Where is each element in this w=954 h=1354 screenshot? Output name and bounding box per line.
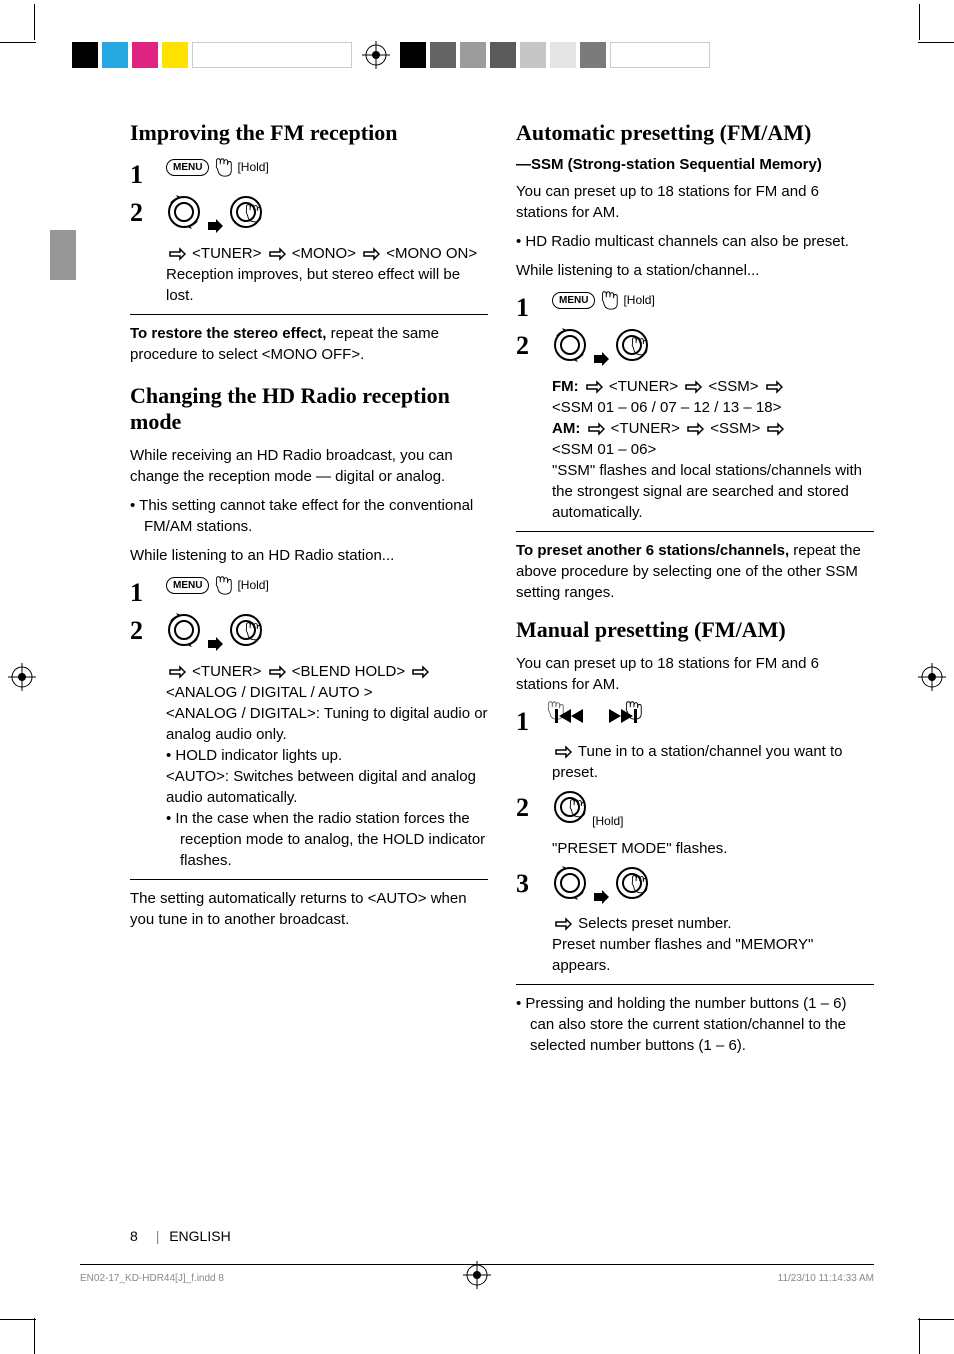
heading-hd-radio: Changing the HD Radio reception mode [130, 383, 488, 436]
fm-step-2-sequence: <TUNER> <MONO> <MONO ON> Reception impro… [166, 243, 488, 306]
hd-step-2: 2 [130, 612, 488, 654]
manual-step-2-text: "PRESET MODE" flashes. [552, 838, 874, 859]
arrow-icon [411, 665, 429, 679]
menu-hold-icon: MENU [Hold] [552, 289, 655, 311]
reg-mark-left [8, 663, 36, 691]
hd-intro: While receiving an HD Radio broadcast, y… [130, 445, 488, 487]
preset-more-note: To preset another 6 stations/channels, r… [516, 540, 874, 603]
knob-turn-press-icon [166, 635, 264, 652]
hd-note-list: This setting cannot take effect for the … [130, 495, 488, 537]
imprint-line: EN02-17_KD-HDR44[J]_f.indd 8 11/23/10 11… [80, 1264, 874, 1284]
manual-step-2: 2 [Hold] [516, 789, 874, 831]
reg-mark-right [918, 663, 946, 691]
arrow-icon [587, 422, 605, 436]
auto-step-2: 2 [516, 327, 874, 369]
arrow-icon [554, 917, 572, 931]
hd-footer-note: The setting automatically returns to <AU… [130, 888, 488, 930]
press-hand-icon [622, 699, 644, 721]
color-bar-left [72, 42, 352, 68]
fm-step-1: 1 MENU [Hold] [130, 156, 488, 188]
restore-stereo-note: To restore the stereo effect, repeat the… [130, 323, 488, 365]
arrow-icon [554, 745, 572, 759]
page-footer: 8 | ENGLISH [130, 1228, 231, 1244]
knob-turn-press-icon [166, 217, 264, 234]
knob-hold-icon: [Hold] [552, 812, 624, 829]
press-hand-icon [598, 289, 620, 311]
heading-auto-preset: Automatic presetting (FM/AM) [516, 120, 874, 146]
arrow-icon [268, 665, 286, 679]
auto-note: HD Radio multicast channels can also be … [530, 231, 874, 252]
heading-manual-preset: Manual presetting (FM/AM) [516, 617, 874, 643]
manual-step-1-text: Tune in to a station/channel you want to… [552, 741, 874, 783]
knob-turn-press-icon [552, 888, 650, 905]
arrow-icon [168, 665, 186, 679]
arrow-icon [766, 422, 784, 436]
color-bar-right [400, 42, 710, 68]
manual-step-1: 1 [516, 703, 874, 735]
left-column: Improving the FM reception 1 MENU [Hold]… [130, 120, 488, 1244]
arrow-icon [765, 380, 783, 394]
manual-step-3-text: Selects preset number. Preset number fla… [552, 913, 874, 976]
print-reg-top [0, 30, 954, 80]
hd-step-2-sequence: <TUNER> <BLEND HOLD> <ANALOG / DIGITAL /… [166, 661, 488, 871]
auto-step-1: 1 MENU [Hold] [516, 289, 874, 321]
press-hand-icon [544, 699, 566, 721]
fm-step-2: 2 [130, 194, 488, 236]
arrow-icon [684, 380, 702, 394]
skip-buttons-icon [552, 703, 640, 735]
arrow-icon [686, 422, 704, 436]
menu-hold-icon: MENU [Hold] [166, 574, 269, 596]
manual-bullet: Pressing and holding the number buttons … [530, 993, 874, 1056]
reg-mark-top [362, 41, 390, 69]
arrow-icon [362, 247, 380, 261]
heading-fm-reception: Improving the FM reception [130, 120, 488, 146]
hd-while: While listening to an HD Radio station..… [130, 545, 488, 566]
press-hand-icon [212, 156, 234, 178]
auto-intro: You can preset up to 18 stations for FM … [516, 181, 874, 223]
arrow-icon [585, 380, 603, 394]
auto-while: While listening to a station/channel... [516, 260, 874, 281]
hd-step-1: 1 MENU [Hold] [130, 574, 488, 606]
manual-step-3: 3 [516, 865, 874, 907]
ssm-subhead: —SSM (Strong-station Sequential Memory) [516, 156, 874, 173]
reg-mark-bottom [463, 1261, 491, 1289]
arrow-icon [268, 247, 286, 261]
knob-turn-press-icon [552, 350, 650, 367]
page-tab [50, 230, 76, 280]
right-column: Automatic presetting (FM/AM) —SSM (Stron… [516, 120, 874, 1244]
arrow-icon [168, 247, 186, 261]
menu-hold-icon: MENU [Hold] [166, 156, 269, 178]
manual-intro: You can preset up to 18 stations for FM … [516, 653, 874, 695]
auto-step-2-sequence: FM: <TUNER> <SSM> <SSM 01 – 06 / 07 – 12… [552, 376, 874, 523]
press-hand-icon [212, 574, 234, 596]
